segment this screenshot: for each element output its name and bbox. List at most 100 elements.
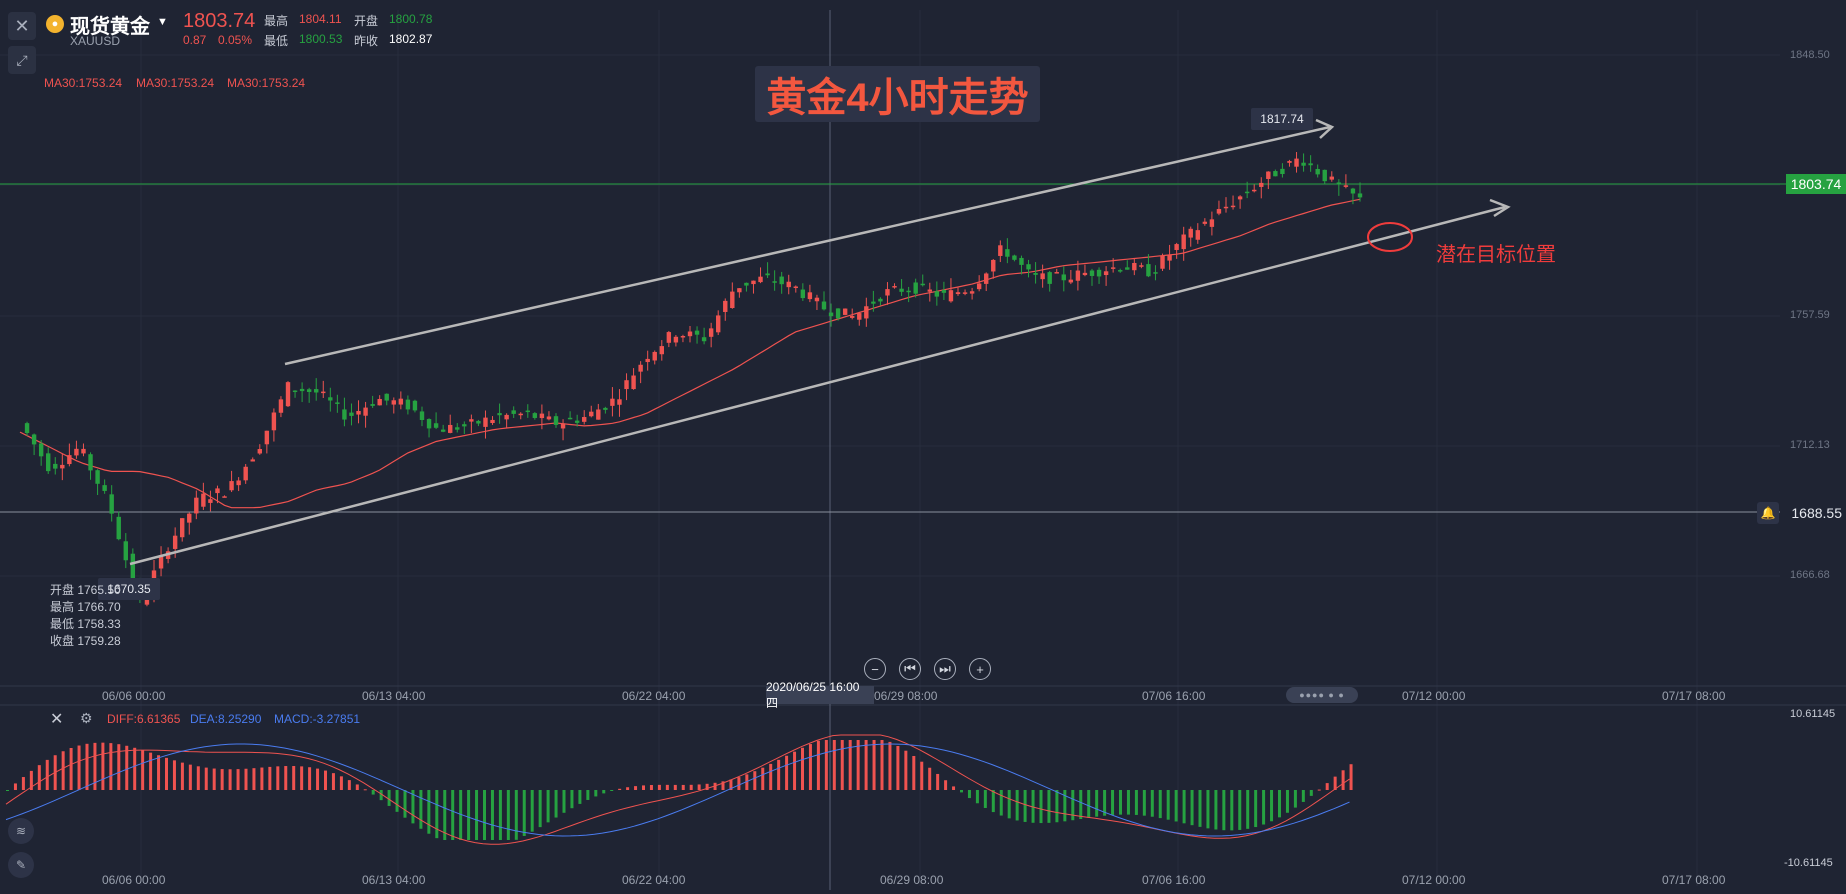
bell-icon[interactable]: 🔔: [1757, 502, 1779, 524]
candle-body: [560, 423, 566, 429]
macd-bar: [602, 790, 606, 794]
jump-end-button[interactable]: ⏭: [934, 658, 956, 680]
macd-bar: [133, 747, 137, 790]
candle-body: [758, 276, 763, 283]
candle-body: [1082, 272, 1088, 276]
macd-bar: [832, 740, 836, 790]
macd-bar: [260, 767, 264, 790]
candle-body: [53, 463, 58, 469]
macd-bar: [618, 788, 622, 790]
macd-bar: [681, 784, 685, 790]
macd-bar: [530, 790, 534, 832]
candle-body: [1181, 234, 1186, 250]
ohlc-high: 最高 1766.70: [50, 600, 121, 614]
macd-bar: [459, 790, 463, 840]
macd-bar: [649, 785, 653, 790]
macd-bar: [300, 766, 304, 790]
macd-bar: [483, 790, 486, 840]
macd-bar: [355, 784, 359, 790]
macd-bar: [363, 789, 367, 791]
candle-body: [659, 346, 664, 355]
symbol-code: XAUUSD: [70, 34, 121, 48]
candle-body: [864, 306, 869, 319]
pencil-icon[interactable]: ✎: [8, 852, 34, 878]
prev-close-value: 1802.87: [389, 32, 433, 46]
close-icon[interactable]: ✕: [50, 711, 64, 728]
candle-body: [1033, 273, 1038, 275]
macd-bar: [467, 790, 471, 840]
macd-bar: [117, 744, 121, 790]
macd-bar: [276, 766, 280, 790]
candle-body: [730, 291, 735, 309]
scroll-indicator[interactable]: ●●●● ● ●: [1286, 687, 1358, 703]
candle-body: [751, 280, 756, 285]
macd-bar: [1087, 790, 1091, 818]
close-icon[interactable]: ✕: [8, 12, 36, 40]
candle-body: [1047, 272, 1052, 284]
candle-body: [116, 516, 121, 540]
macd-bar: [1333, 776, 1337, 790]
candle-body: [680, 335, 686, 338]
candle-body: [1329, 176, 1334, 180]
candle-body: [511, 410, 516, 414]
alert-line-price[interactable]: 1688.55: [1780, 503, 1846, 523]
candle-body: [610, 398, 615, 406]
candle-body: [807, 292, 813, 300]
macd-bar: [212, 768, 216, 790]
ma-label: MA30:1753.24: [136, 76, 215, 90]
gear-icon[interactable]: ⚙: [80, 710, 93, 726]
macd-bar: [506, 790, 510, 840]
macd-bar: [29, 770, 33, 790]
macd-bar: [1126, 790, 1130, 815]
macd-panel: [5, 734, 1353, 845]
macd-bar: [157, 755, 161, 790]
macd-bar: [451, 790, 455, 840]
zoom-out-button[interactable]: −: [864, 658, 886, 680]
macd-bar: [1254, 790, 1258, 828]
prev-close-label: 昨收: [354, 34, 379, 48]
open-label: 开盘: [354, 14, 379, 28]
layers-icon[interactable]: ≋: [8, 818, 34, 844]
macd-bar: [101, 742, 105, 790]
candle-body: [1273, 171, 1278, 177]
macd-bar: [729, 779, 733, 790]
candle-body: [349, 412, 354, 416]
candle-body: [1040, 273, 1045, 280]
zoom-in-button[interactable]: +: [969, 658, 991, 680]
candle-body: [744, 282, 749, 286]
candle-body: [624, 380, 629, 390]
macd-bar: [880, 740, 884, 790]
candle-body: [236, 480, 241, 486]
candle-body: [984, 273, 989, 284]
macd-bar: [141, 750, 145, 790]
macd-bar: [1214, 790, 1218, 830]
macd-bar: [801, 747, 804, 790]
macd-bar: [570, 790, 574, 809]
candle-body: [1096, 269, 1102, 277]
low-value: 1800.53: [299, 32, 343, 46]
open-value: 1800.78: [389, 12, 433, 26]
macd-bar: [93, 742, 97, 790]
price-change: 0.87: [183, 33, 207, 47]
candle-body: [250, 459, 255, 462]
candle-body: [814, 297, 820, 302]
channel-lower-arrow: [1489, 198, 1511, 218]
macd-bar: [1158, 790, 1162, 819]
macd-bar: [308, 767, 312, 790]
candle-body: [1301, 162, 1306, 166]
chevron-down-icon[interactable]: ▼: [157, 16, 168, 28]
macd-bar: [888, 741, 892, 790]
macd-bar: [1142, 790, 1146, 816]
macd-bar: [952, 786, 956, 790]
macd-bar: [1270, 790, 1274, 822]
candle-body: [976, 283, 982, 290]
macd-bar: [1174, 790, 1178, 822]
jump-start-button[interactable]: ⏮: [899, 658, 921, 680]
candle-body: [229, 481, 234, 491]
candle-body: [603, 407, 608, 410]
symbol-name[interactable]: 现货黄金: [70, 16, 150, 38]
macd-bar: [339, 776, 343, 790]
drawing-tool-icon[interactable]: ⤢: [8, 46, 36, 74]
macd-bar: [316, 768, 320, 790]
